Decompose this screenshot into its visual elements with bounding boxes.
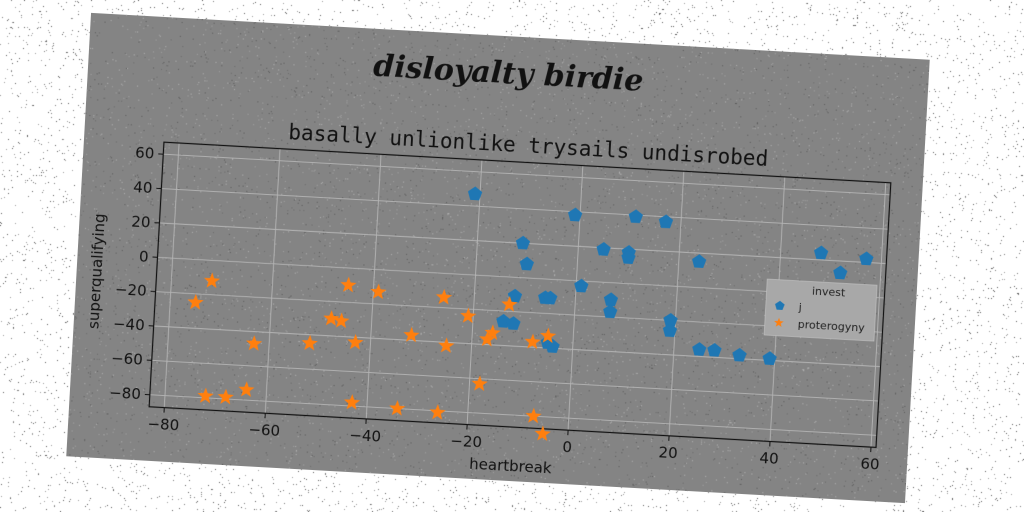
point-proterogyny (484, 324, 501, 341)
point-j (628, 209, 644, 224)
x-tick-label: −80 (147, 415, 180, 435)
legend-marker-j (775, 300, 785, 310)
point-j (506, 316, 521, 330)
point-j (603, 292, 619, 307)
x-grid-line (668, 171, 685, 436)
y-tick-label: −40 (113, 315, 146, 335)
y-tick-label: 20 (131, 212, 151, 231)
point-proterogyny (217, 388, 234, 405)
y-tick-label: −20 (114, 280, 147, 300)
x-tick-label: 40 (759, 449, 779, 468)
y-tick-label: 40 (133, 178, 153, 197)
legend-marker-proterogyny (774, 317, 784, 327)
point-proterogyny (438, 337, 455, 353)
y-grid-line (161, 188, 889, 230)
point-j (621, 250, 636, 265)
y-grid-line (163, 153, 891, 196)
legend-title: invest (812, 285, 847, 300)
point-proterogyny (203, 272, 221, 289)
y-tick-label: −60 (111, 349, 144, 369)
x-tick-label: −40 (349, 426, 382, 446)
point-j (707, 342, 722, 357)
plot-frame (148, 141, 892, 449)
y-grid-line (153, 325, 881, 368)
point-j (596, 241, 611, 256)
point-proterogyny (389, 400, 406, 416)
point-j (762, 351, 777, 366)
point-j (519, 256, 535, 271)
point-j (663, 312, 678, 327)
x-grid-line (365, 154, 382, 419)
point-j (467, 186, 483, 201)
point-proterogyny (501, 296, 518, 312)
y-tick-label: −80 (109, 383, 142, 403)
point-proterogyny (238, 381, 255, 397)
point-proterogyny (525, 407, 542, 424)
x-tick-label: −20 (450, 432, 483, 452)
legend: invest j proterogyny (763, 278, 878, 342)
point-proterogyny (403, 326, 420, 343)
point-proterogyny (347, 333, 364, 350)
point-proterogyny (471, 375, 488, 392)
legend-label-j: j (797, 301, 802, 314)
point-j (574, 278, 589, 293)
x-tick-label: −60 (248, 420, 281, 440)
x-grid-line (870, 182, 887, 448)
y-grid-line (151, 359, 879, 402)
point-proterogyny (245, 335, 263, 351)
x-grid-line (567, 165, 584, 431)
axis-ticks: −80 −60 −40 −20 0 20 40 60 −80 −60 −40 −20 0 20 40 60 (109, 144, 880, 474)
point-j (814, 245, 829, 260)
point-proterogyny (435, 288, 453, 305)
point-proterogyny (370, 283, 387, 300)
x-grid-line (163, 142, 180, 408)
y-tick-label: 60 (135, 144, 155, 163)
x-tick-label: 0 (562, 438, 573, 457)
point-proterogyny (343, 394, 361, 410)
chart-figure: disloyalty birdie basally unlionlike try… (66, 12, 930, 504)
y-grid-line (157, 256, 885, 299)
point-proterogyny (524, 333, 541, 350)
point-proterogyny (479, 331, 496, 347)
point-j (496, 313, 511, 328)
point-proterogyny (540, 327, 557, 344)
point-j (692, 342, 707, 356)
point-j (545, 339, 560, 353)
y-grid-line (149, 394, 877, 436)
point-j (543, 290, 558, 305)
legend-box (763, 278, 878, 342)
x-grid-line (264, 148, 281, 414)
point-proterogyny (534, 425, 551, 442)
x-tick-label: 60 (860, 455, 880, 474)
plot-title: basally unlionlike trysails undisrobed (288, 120, 769, 171)
point-j (732, 347, 747, 362)
scatter-plot: basally unlionlike trysails undisrobed −… (84, 120, 892, 478)
point-j (603, 304, 618, 319)
x-tick-label: 20 (658, 443, 678, 462)
point-j (507, 288, 523, 303)
point-proterogyny (301, 334, 318, 351)
y-tick-label: 0 (138, 247, 149, 266)
y-axis-title: superqualifying (84, 213, 108, 329)
point-proterogyny (460, 307, 477, 324)
data-points (187, 186, 874, 442)
x-axis-title: heartbreak (469, 455, 553, 478)
point-proterogyny (333, 312, 350, 329)
x-grid-line (466, 159, 483, 425)
point-j (662, 323, 678, 338)
point-j (568, 207, 583, 222)
point-proterogyny (323, 310, 340, 326)
point-proterogyny (429, 404, 446, 420)
legend-entries: j proterogyny (774, 300, 866, 335)
point-proterogyny (197, 387, 214, 404)
point-j (859, 251, 874, 266)
point-j (833, 265, 848, 280)
point-proterogyny (340, 276, 357, 293)
legend-label-proterogyny: proterogyny (797, 318, 865, 335)
y-grid-line (155, 291, 883, 333)
point-j (515, 235, 531, 250)
point-j (658, 214, 674, 229)
point-j (692, 254, 707, 268)
point-proterogyny (187, 293, 204, 310)
